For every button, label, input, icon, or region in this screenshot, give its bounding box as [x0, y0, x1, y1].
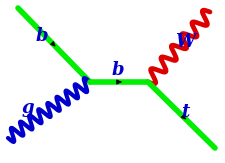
- Text: W: W: [175, 33, 195, 51]
- Text: b: b: [36, 27, 48, 45]
- Text: b: b: [112, 61, 124, 79]
- Text: g: g: [22, 99, 34, 117]
- Text: t: t: [181, 103, 189, 121]
